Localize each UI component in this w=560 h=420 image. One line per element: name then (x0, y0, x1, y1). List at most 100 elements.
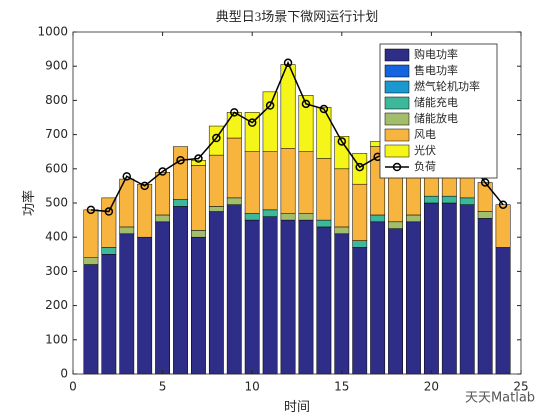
bar-segment (83, 257, 99, 265)
bar-segment (191, 160, 206, 166)
legend-swatch (384, 64, 410, 78)
y-tick-label: 800 (45, 93, 68, 107)
bar-segment (262, 209, 278, 217)
bar-segment (101, 247, 117, 255)
bar-segment (406, 221, 421, 375)
load-marker (104, 207, 114, 216)
bar-segment (477, 182, 493, 212)
bar-segment (423, 195, 439, 204)
y-tick-label: 100 (45, 332, 68, 346)
load-marker (337, 137, 347, 146)
bar-segment (280, 219, 296, 375)
y-tick-label: 200 (45, 298, 68, 312)
bar-segment (316, 106, 332, 159)
bar-segment (280, 64, 296, 149)
bar-segment (406, 214, 421, 223)
legend-label: 储能放电 (414, 111, 458, 125)
bar-segment (155, 221, 171, 375)
bar-segment (334, 233, 350, 375)
bar-segment (495, 247, 511, 375)
load-marker (301, 99, 311, 109)
x-tick-label: 25 (513, 380, 528, 394)
legend-label: 售电功率 (414, 63, 458, 77)
bar-segment (459, 197, 475, 205)
legend-label: 购电功率 (414, 47, 458, 61)
load-marker (230, 108, 239, 117)
bar-segment (388, 221, 403, 229)
bar-segment (244, 219, 260, 375)
bar-segment (191, 236, 206, 375)
bar-segment (119, 233, 135, 375)
bar-segment (226, 197, 242, 205)
bar-segment (208, 206, 224, 212)
load-marker (212, 133, 221, 143)
bar-segment (280, 148, 296, 214)
bar-segment (155, 171, 171, 216)
load-marker (319, 104, 329, 114)
load-marker (194, 154, 203, 163)
bar-segment (119, 178, 135, 228)
load-marker (355, 162, 364, 172)
bar-segment (191, 230, 206, 238)
bar-segment (441, 202, 457, 375)
load-marker (480, 178, 490, 187)
bar-segment (477, 218, 493, 375)
y-tick-label: 300 (45, 264, 68, 278)
x-tick-label: 5 (159, 380, 167, 394)
bar-segment (334, 168, 350, 228)
legend-swatch (384, 144, 410, 158)
bar-segment (316, 219, 332, 228)
bar-segment (119, 226, 135, 235)
y-tick-label: 1000 (37, 25, 68, 39)
y-tick-label: 600 (45, 161, 68, 175)
bar-segment (370, 214, 386, 223)
bar-segment (352, 183, 368, 241)
load-marker (247, 118, 257, 127)
legend-label: 燃气轮机功率 (414, 79, 480, 93)
legend-label: 风电 (414, 128, 436, 141)
bar-segment (298, 95, 314, 152)
bar-segment (226, 204, 242, 375)
chart-title: 典型日3场景下微网运行计划 (216, 9, 379, 24)
load-marker (158, 167, 167, 176)
bar-segment (316, 158, 332, 221)
load-marker (265, 101, 275, 110)
y-tick-label: 400 (45, 230, 68, 244)
legend-swatch (384, 112, 410, 126)
bar-segment (208, 154, 224, 207)
bar-segment (423, 202, 439, 375)
bar-segment (191, 165, 206, 231)
y-axis-label: 功率 (21, 190, 36, 216)
y-tick-label: 900 (45, 59, 68, 73)
legend-label: 储能充电 (414, 95, 458, 109)
x-tick-label: 20 (424, 380, 439, 394)
watermark: 天天Matlab (465, 391, 535, 406)
bar-segment (298, 213, 314, 221)
x-tick-label: 10 (245, 380, 260, 394)
bar-segment (352, 247, 368, 375)
bar-segment (352, 153, 368, 185)
bar-segment (137, 236, 153, 375)
y-tick-label: 500 (45, 196, 68, 210)
load-marker (122, 172, 132, 181)
bar-segment (173, 206, 188, 375)
x-tick-label: 0 (69, 380, 77, 394)
load-marker (176, 156, 185, 165)
bar-segment (388, 228, 403, 375)
bar-segment (137, 183, 153, 238)
bar-segment (244, 213, 260, 221)
legend-marker (392, 162, 402, 172)
bar-segment (208, 211, 224, 375)
legend-swatch (384, 128, 410, 142)
x-tick-label: 15 (334, 380, 349, 394)
load-marker (283, 58, 293, 68)
bar-segment (83, 209, 99, 258)
y-tick-label: 0 (60, 367, 68, 381)
bar-segment (477, 211, 493, 219)
load-marker (498, 200, 508, 209)
legend-swatch (384, 48, 410, 62)
bar-segment (83, 264, 99, 375)
bar-segment (101, 254, 117, 375)
bar-segment (262, 91, 278, 152)
bar-segment (298, 219, 314, 375)
